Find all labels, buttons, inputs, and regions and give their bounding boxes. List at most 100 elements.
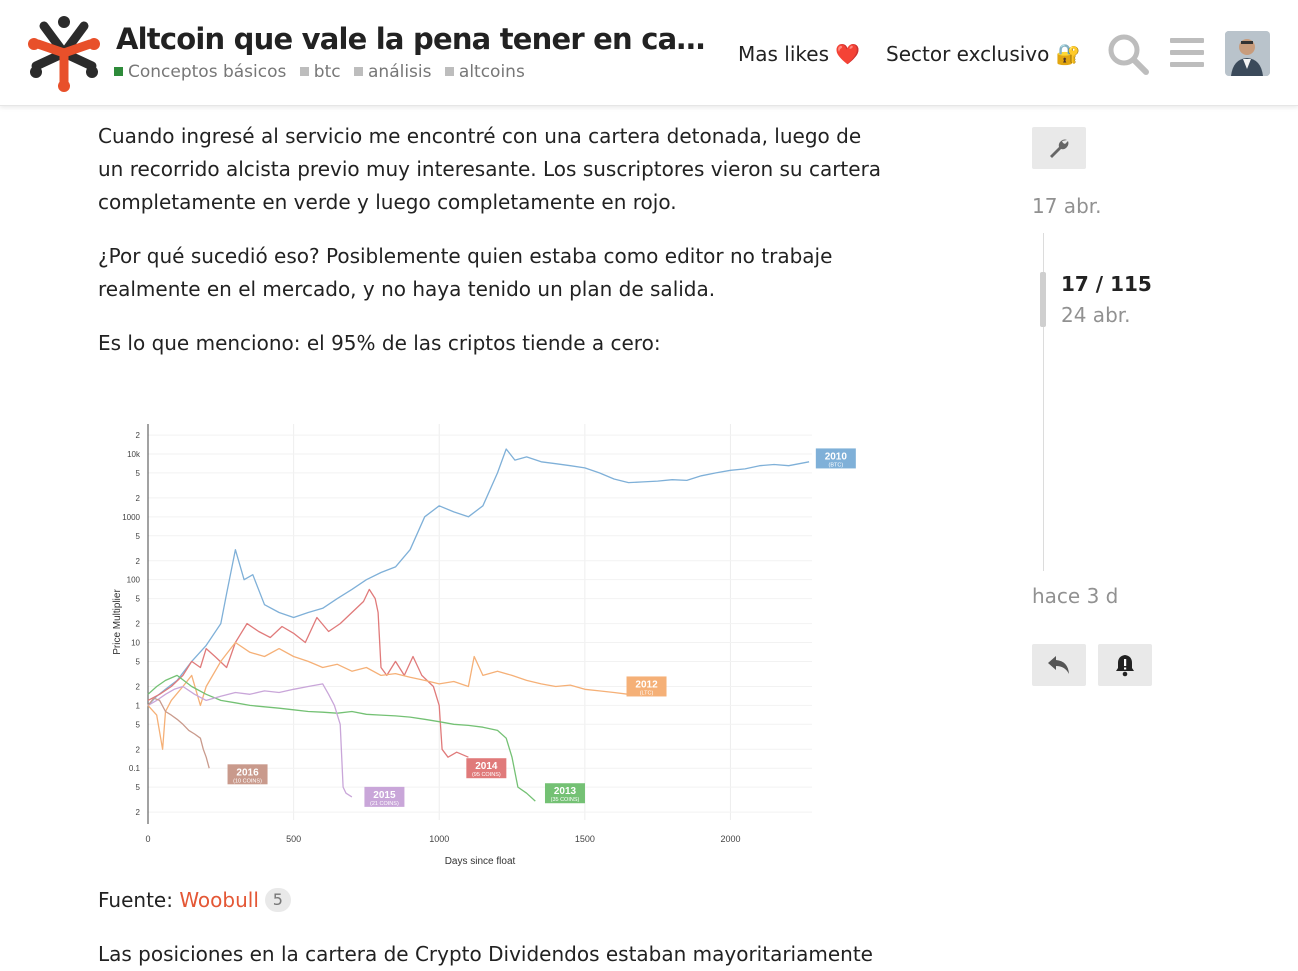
series-label-box-2010 [815, 448, 856, 469]
x-tick-label: 1000 [429, 834, 449, 844]
series-label-2013: 2013 [554, 786, 577, 797]
series-sublabel-2010: (BTC) [828, 462, 843, 468]
x-tick-label: 1500 [575, 834, 595, 844]
series-label-2010: 2010 [825, 451, 848, 462]
y-axis-label: Price Multiplier [112, 589, 123, 655]
search-button[interactable] [1106, 32, 1150, 80]
series-sublabel-2012: (LTC) [640, 690, 654, 696]
bell-exclamation-icon [1116, 655, 1134, 677]
series-label-box-2014 [466, 758, 507, 779]
tag-square [354, 67, 363, 76]
series-line-2016 [147, 697, 210, 769]
logo-mark-icon [28, 16, 100, 92]
y-tick-label: 10k [127, 450, 141, 459]
search-icon [1108, 34, 1149, 75]
tag-label: btc [313, 62, 341, 82]
post-body: Cuando ingresé al servicio me encontré c… [98, 120, 888, 381]
timeline-track [1043, 233, 1044, 571]
y-tick-label: 2 [136, 682, 141, 691]
wrench-icon [1050, 139, 1069, 158]
y-tick-label: 5 [136, 532, 141, 541]
y-tick-label: 2 [136, 808, 141, 817]
y-tick-label: 5 [136, 783, 141, 792]
timeline-position-date: 24 abr. [1061, 303, 1131, 327]
tag-btc[interactable]: btc [299, 62, 341, 82]
topic-title[interactable]: Altcoin que vale la pena tener en cart..… [116, 22, 706, 56]
user-avatar[interactable] [1225, 31, 1270, 76]
series-line-2013 [147, 674, 536, 802]
x-tick-label: 0 [145, 834, 150, 844]
notification-bell-button[interactable] [1098, 644, 1152, 686]
price-multiplier-chart[interactable]: 0 500 1000 1500 2000 2 10k 5 2 1000 5 2 100 5 2 10 5 2 1 5 2… [100, 410, 870, 872]
topic-tags: Conceptos básicos btc análisis altcoins [114, 62, 533, 82]
y-tick-label: 2 [136, 494, 141, 503]
post-paragraph: Cuando ingresé al servicio me encontré c… [98, 124, 882, 214]
timeline-start-date[interactable]: 17 abr. [1032, 194, 1102, 218]
tag-analisis[interactable]: análisis [354, 62, 432, 82]
y-tick-label: 10 [131, 639, 140, 648]
y-tick-label: 5 [136, 720, 141, 729]
post-paragraph-next: Las posiciones en la cartera de Crypto D… [98, 942, 873, 966]
series-line-2014 [147, 588, 469, 758]
y-tick-label: 100 [127, 576, 141, 585]
y-tick-label: 2 [136, 557, 141, 566]
post-paragraph: Es lo que menciono: el 95% de las cripto… [98, 331, 661, 355]
heart-icon: ❤️ [835, 42, 861, 66]
y-tick-label: 2 [136, 745, 141, 754]
series-sublabel-2013: (35 COINS) [551, 797, 580, 803]
reply-button[interactable] [1032, 644, 1086, 686]
nav-sector-exclusivo-label: Sector exclusivo [886, 42, 1050, 66]
hamburger-menu-icon [1170, 38, 1204, 67]
reply-arrow-icon [1048, 656, 1069, 674]
source-prefix: Fuente: [98, 888, 173, 912]
series-label-2015: 2015 [373, 790, 396, 801]
y-tick-label: 5 [136, 595, 141, 604]
nav-mas-likes[interactable]: Mas likes ❤️ [738, 42, 860, 66]
x-tick-label: 500 [286, 834, 301, 844]
source-line: Fuente: Woobull 5 [98, 884, 291, 917]
y-tick-label: 0.1 [129, 764, 141, 773]
series-line-2010 [147, 448, 810, 706]
y-tick-label: 1000 [122, 513, 140, 522]
avatar-icon [1225, 31, 1270, 76]
series-label-2016: 2016 [236, 767, 259, 778]
admin-wrench-button[interactable] [1032, 127, 1086, 169]
series-sublabel-2014: (95 COINS) [472, 772, 501, 778]
tag-label: análisis [368, 62, 432, 82]
series-label-box-2013 [544, 783, 585, 804]
series-label-2012: 2012 [635, 679, 658, 690]
x-axis-label: Days since float [445, 856, 516, 867]
tag-altcoins[interactable]: altcoins [444, 62, 525, 82]
tag-square [299, 67, 309, 76]
hamburger-menu-button[interactable] [1170, 36, 1206, 74]
series-label-box-2012 [626, 676, 667, 697]
category-badge[interactable]: Conceptos básicos [114, 62, 286, 82]
series-label-box-2015 [364, 786, 405, 807]
timeline-end-date[interactable]: hace 3 d [1032, 584, 1119, 608]
category-color-square [114, 67, 123, 76]
series-label-box-2016 [227, 764, 268, 785]
y-tick-label: 5 [136, 469, 141, 478]
y-tick-label: 5 [136, 657, 141, 666]
post-paragraph: ¿Por qué sucedió eso? Posiblemente quien… [98, 244, 833, 301]
source-link-woobull[interactable]: Woobull [179, 888, 259, 912]
x-tick-label: 2000 [720, 834, 740, 844]
series-sublabel-2016: (10 COINS) [233, 778, 262, 784]
link-click-count-badge: 5 [264, 888, 291, 912]
nav-sector-exclusivo[interactable]: Sector exclusivo 🔐 [886, 42, 1081, 66]
series-line-2015 [147, 683, 353, 798]
series-line-2012 [147, 641, 629, 750]
lock-key-icon: 🔐 [1055, 42, 1081, 66]
y-tick-label: 1 [136, 701, 141, 710]
timeline-scroll-handle[interactable] [1040, 272, 1046, 327]
tag-square [444, 67, 454, 76]
nav-mas-likes-label: Mas likes [738, 42, 829, 66]
tag-label: altcoins [458, 62, 525, 82]
site-logo[interactable] [26, 14, 102, 92]
timeline-position: 17 / 115 [1061, 272, 1152, 296]
site-header: Altcoin que vale la pena tener en cart..… [0, 0, 1298, 106]
category-label: Conceptos básicos [128, 62, 287, 82]
series-sublabel-2015: (21 COINS) [370, 801, 399, 807]
series-label-2014: 2014 [475, 761, 498, 772]
y-tick-label: 2 [136, 620, 141, 629]
